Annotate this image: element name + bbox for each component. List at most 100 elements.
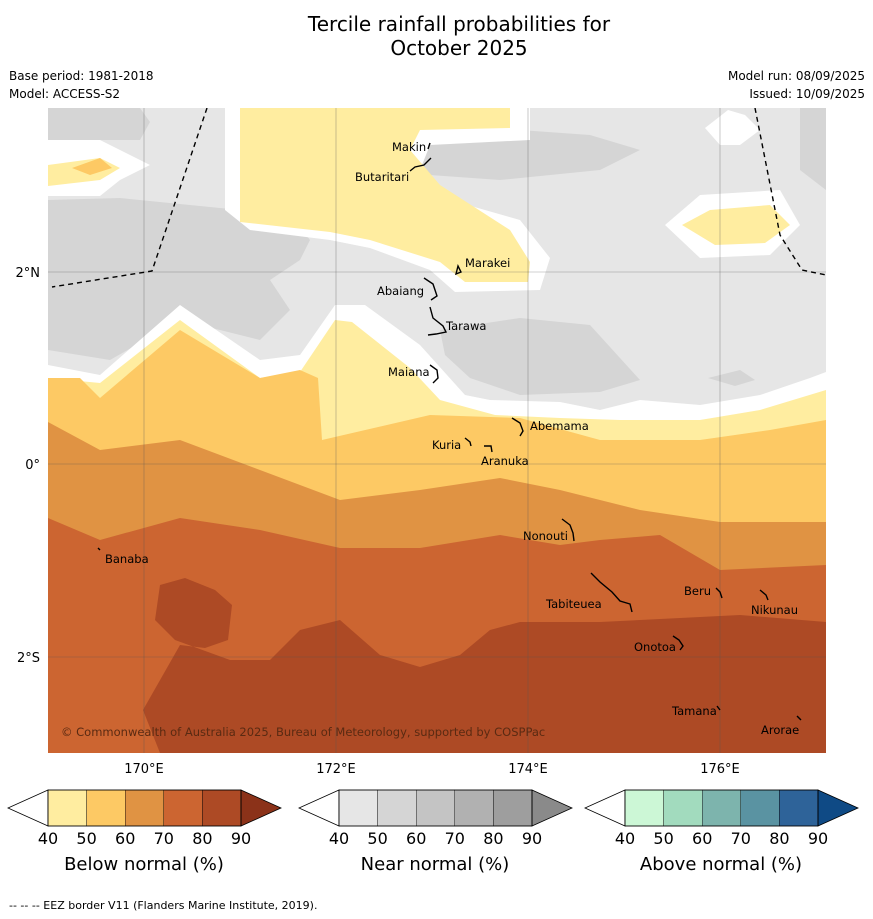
colorbar-near-low-extension (298, 789, 340, 827)
meta-left: Base period: 1981-2018 Model: ACCESS-S2 (9, 67, 154, 103)
island-aranuka (484, 445, 493, 453)
model-name: Model: ACCESS-S2 (9, 87, 121, 101)
colorbar-near-tick: 90 (522, 829, 542, 848)
colorbar-above-tick: 70 (731, 829, 751, 848)
colorbar-above-segment (740, 789, 780, 827)
meta-right: Model run: 08/09/2025 Issued: 10/09/2025 (728, 67, 865, 103)
label-kuria: Kuria (432, 438, 461, 452)
label-abemama: Abemama (530, 419, 589, 433)
island-tamana (716, 705, 721, 711)
colorbar-below-tick: 60 (115, 829, 135, 848)
lon-label-174e: 174°E (508, 762, 548, 777)
label-butaritari: Butaritari (355, 170, 409, 184)
colorbar-below-tick: 80 (192, 829, 212, 848)
colorbar-near-tick: 50 (367, 829, 387, 848)
colorbar-below-segment (86, 789, 126, 827)
lon-label-172e: 172°E (316, 762, 356, 777)
island-kuria (464, 437, 472, 447)
near-normal-50-patch (48, 108, 150, 140)
label-aranuka: Aranuka (481, 454, 529, 468)
colorbar-below-tick: 50 (76, 829, 96, 848)
label-tarawa: Tarawa (445, 319, 486, 333)
colorbar-below-outline (47, 789, 242, 827)
near-normal-50-patch (708, 370, 755, 386)
label-abaiang: Abaiang (377, 284, 424, 298)
island-maiana (429, 364, 439, 384)
island-banaba (97, 547, 101, 551)
colorbar-above-tick: 80 (769, 829, 789, 848)
label-banaba: Banaba (105, 552, 149, 566)
island-abaiang (423, 277, 438, 301)
island-onotoa (672, 635, 684, 651)
colorbar-below-tick: 90 (231, 829, 251, 848)
model-run: Model run: 08/09/2025 (727, 69, 865, 83)
colorbar-near-segment (416, 789, 456, 827)
island-butaritari (409, 157, 432, 172)
base-period: Base period: 1981-2018 (9, 69, 154, 83)
colorbar-near-tick: 60 (406, 829, 426, 848)
colorbar-near-high-extension (531, 789, 573, 827)
colorbar-above-segment (624, 789, 664, 827)
lat-label-2s: 2°S (17, 651, 40, 666)
colorbar-above-segment (702, 789, 742, 827)
island-marakei (454, 263, 462, 276)
island-outlines (97, 142, 802, 721)
title-line-2: October 2025 (390, 36, 528, 60)
island-tarawa (427, 306, 448, 336)
colorbar-above-segment (663, 789, 703, 827)
colorbar-near-tick: 40 (329, 829, 349, 848)
colorbar-below-low-extension (7, 789, 49, 827)
colorbar-near-tick: 80 (483, 829, 503, 848)
colorbar-below-high-extension (240, 789, 282, 827)
colorbar-label-below: Below normal (%) (64, 854, 224, 875)
colorbar-near-segment (338, 789, 378, 827)
colorbar-near-segment (377, 789, 417, 827)
title-line-1: Tercile rainfall probabilities for (307, 12, 611, 36)
label-nonouti: Nonouti (523, 529, 568, 543)
colorbar-above-low-extension (584, 789, 626, 827)
lat-label-2n: 2°N (16, 266, 41, 281)
near-normal-50-patch (48, 198, 310, 360)
colorbar-label-above: Above normal (%) (639, 854, 803, 875)
below-normal-80-area (143, 578, 826, 753)
colorbar-above-tick: 90 (808, 829, 828, 848)
transition-band (705, 110, 760, 145)
colorbar-above-high-extension (817, 789, 859, 827)
colorbar-below-segment (202, 789, 242, 827)
eez-footnote: -- -- -- EEZ border V11 (Flanders Marine… (9, 899, 318, 912)
label-tamana: Tamana (671, 704, 717, 718)
label-makin: Makin (392, 140, 426, 154)
gridlines (48, 108, 826, 753)
below-normal-40-area (682, 205, 790, 245)
issued-date: Issued: 10/09/2025 (749, 87, 865, 101)
near-normal-50-patch (800, 108, 826, 190)
below-normal-40-area (240, 108, 530, 282)
label-arorae: Arorae (761, 723, 799, 737)
colorbar-below-segment (124, 789, 164, 827)
label-marakei: Marakei (465, 256, 510, 270)
copyright-text: © Commonwealth of Australia 2025, Bureau… (61, 725, 545, 739)
island-nonouti (561, 518, 575, 542)
colorbar-near-segment (454, 789, 494, 827)
map-title: Tercile rainfall probabilities for Octob… (0, 12, 873, 60)
island-abemama (511, 417, 524, 437)
colorbar-near-outline (338, 789, 533, 827)
label-nikunau: Nikunau (751, 603, 798, 617)
lon-label-176e: 176°E (700, 762, 740, 777)
colorbar-below-segment (47, 789, 87, 827)
colorbar-above-outline (624, 789, 819, 827)
colorbar-below-tick: 40 (38, 829, 58, 848)
lat-label-0: 0° (25, 458, 40, 473)
colorbar-label-near: Near normal (%) (360, 854, 510, 875)
label-onotoa: Onotoa (634, 640, 676, 654)
near-normal-50-patch (440, 318, 640, 395)
lon-label-170e: 170°E (124, 762, 164, 777)
colorbar-near-tick: 70 (445, 829, 465, 848)
label-beru: Beru (684, 584, 711, 598)
island-beru (715, 587, 723, 599)
colorbar-below-segment (163, 789, 203, 827)
eez-border (51, 108, 826, 288)
colorbar-above-tick: 50 (653, 829, 673, 848)
colorbar-near-segment (493, 789, 533, 827)
